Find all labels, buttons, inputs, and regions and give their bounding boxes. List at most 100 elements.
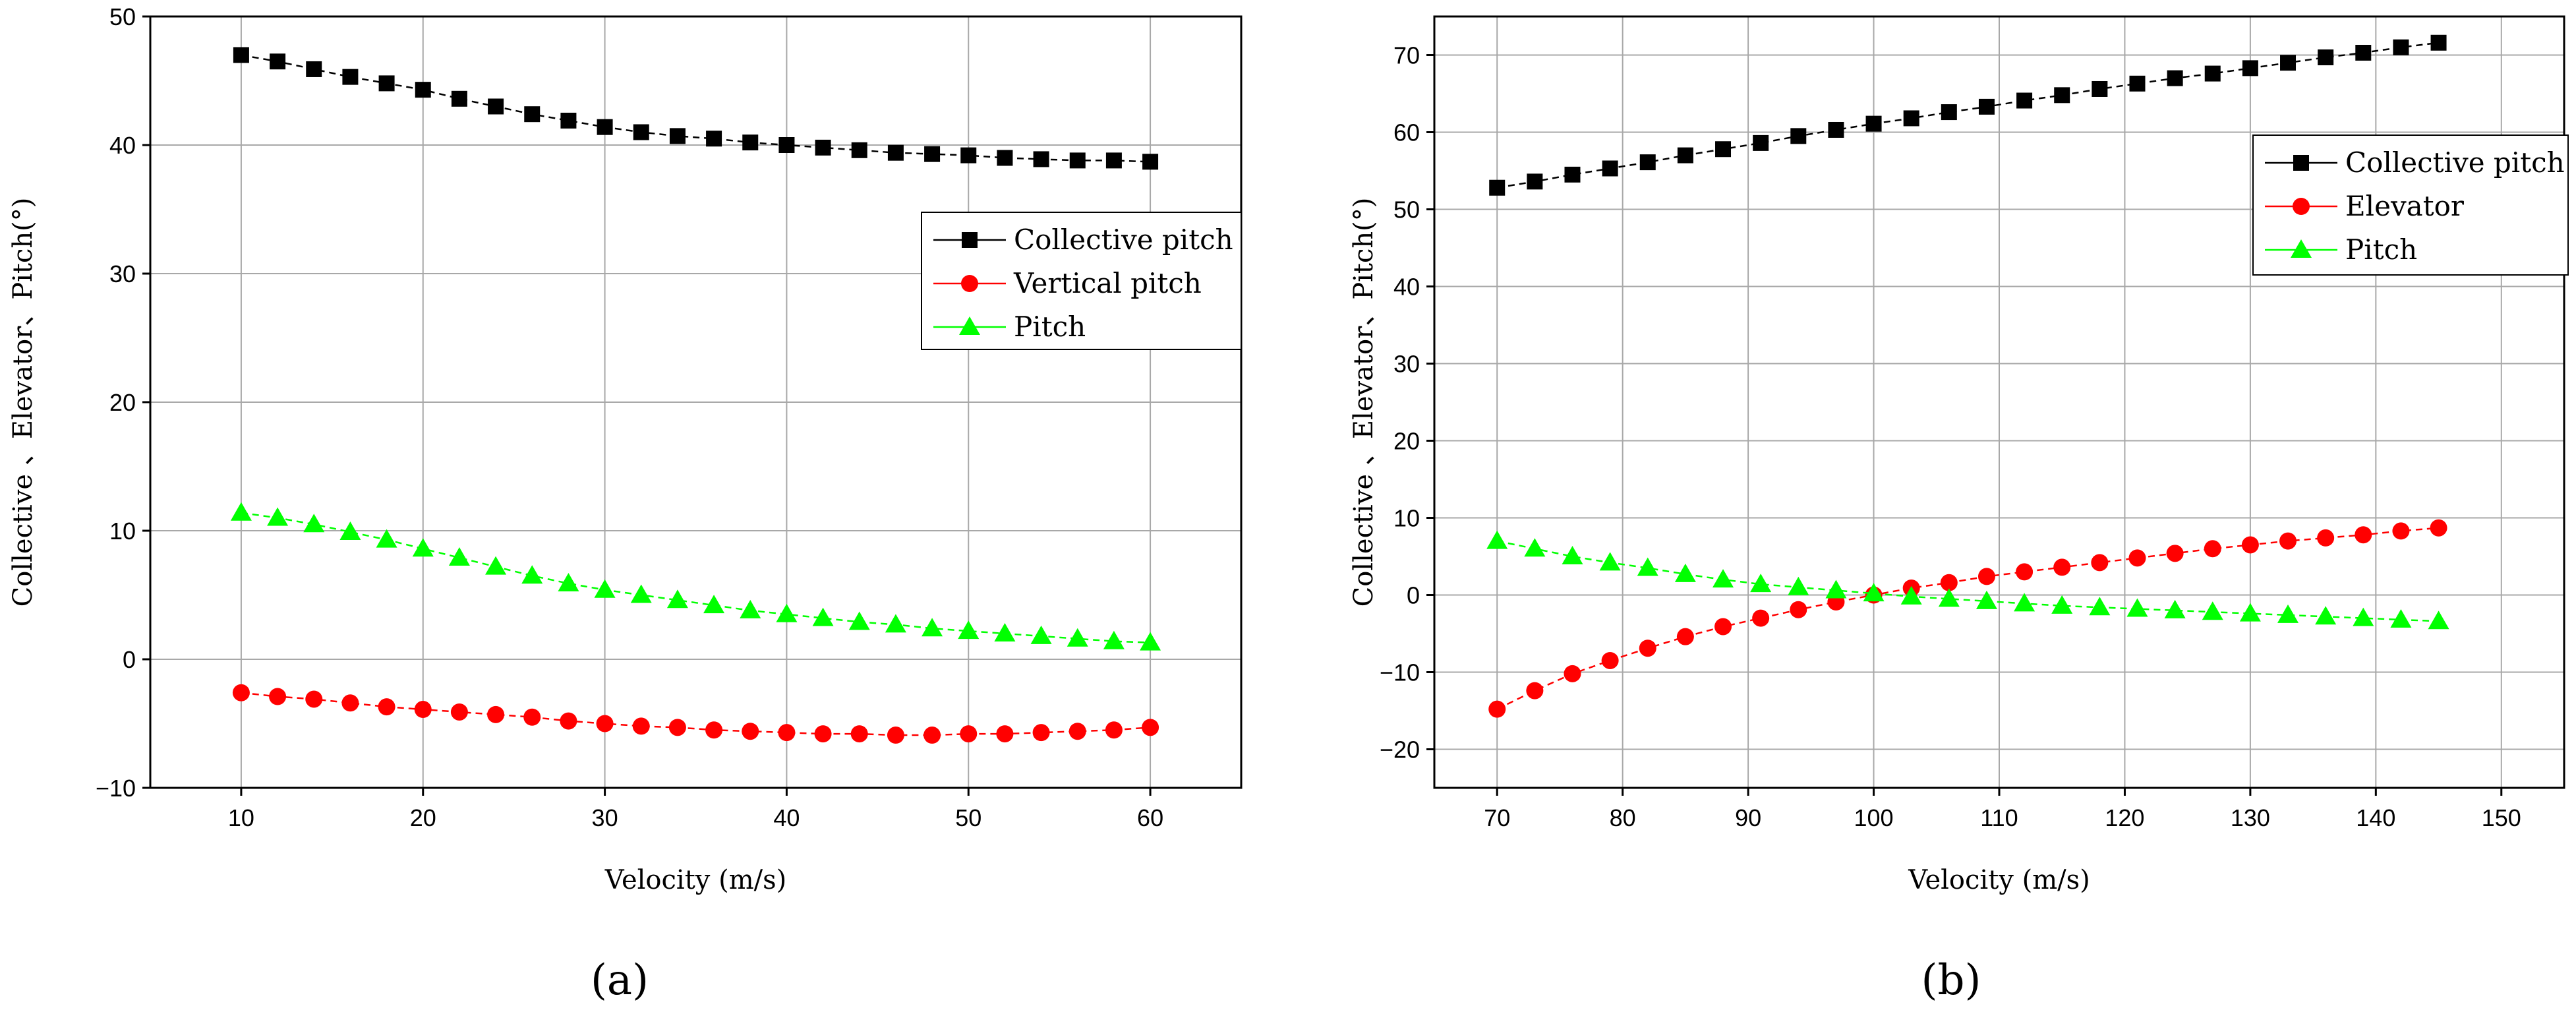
data-point: [1752, 609, 1770, 627]
data-point: [596, 715, 614, 732]
data-point: [668, 719, 686, 736]
data-point: [2241, 536, 2259, 554]
data-point: [594, 579, 616, 598]
legend-marker-circle: [961, 275, 978, 292]
data-point: [2430, 519, 2447, 537]
data-point: [1032, 724, 1050, 742]
data-point: [1941, 104, 1957, 121]
grid-b: [1434, 16, 2564, 788]
x-axis-label-a: Velocity (m/s): [604, 865, 787, 895]
data-point: [2355, 526, 2372, 544]
data-point: [887, 144, 904, 161]
data-point: [1639, 154, 1656, 171]
series-line: [241, 692, 1151, 736]
data-point: [2128, 549, 2146, 567]
legend-a: Collective pitch Vertical pitch Pitch: [921, 212, 1242, 350]
data-point: [1486, 530, 1508, 549]
data-point: [851, 142, 867, 158]
series-a-2: [230, 502, 1161, 651]
data-point: [1790, 601, 1807, 618]
data-point: [2167, 70, 2183, 86]
data-point: [560, 112, 577, 129]
legend-marker-square: [962, 232, 978, 248]
series-b-1: [1488, 519, 2447, 718]
legend-b: Collective pitch Elevator Pitch: [2252, 134, 2569, 276]
data-point: [558, 572, 579, 591]
data-point: [2279, 532, 2297, 550]
legend-entry: Pitch: [2345, 233, 2417, 266]
x-tick-label: 110: [1980, 804, 2018, 831]
data-point: [812, 607, 834, 626]
grid-a: [150, 16, 1241, 789]
data-point: [2355, 44, 2372, 61]
data-point: [485, 556, 507, 575]
y-tick-label: 20: [1393, 428, 1420, 455]
data-point: [924, 146, 941, 162]
data-point: [2091, 554, 2109, 572]
data-point: [1825, 580, 1847, 599]
data-point: [2392, 522, 2410, 540]
data-point: [1750, 574, 1772, 593]
data-point: [1938, 588, 1960, 607]
y-tick-label: 30: [1393, 351, 1420, 378]
data-point: [487, 705, 505, 723]
data-point: [1753, 134, 1769, 151]
data-point: [1068, 723, 1086, 740]
data-point: [632, 717, 650, 735]
data-point: [815, 139, 831, 156]
legend-marker-square: [2293, 155, 2309, 171]
data-point: [1564, 665, 1581, 682]
data-point: [2166, 545, 2184, 562]
data-point: [341, 694, 359, 712]
data-point: [705, 721, 723, 739]
data-point: [2051, 595, 2073, 614]
legend-entry: Vertical pitch: [1013, 267, 1202, 299]
data-point: [2277, 604, 2299, 623]
data-point: [814, 725, 832, 743]
data-point: [922, 618, 943, 637]
data-point: [1900, 585, 1922, 605]
legend-marker-circle: [2293, 198, 2310, 215]
data-point: [230, 502, 252, 521]
data-point: [1639, 640, 1656, 657]
data-point: [1489, 179, 1506, 196]
data-point: [2126, 598, 2148, 617]
legend-marker-triangle: [2291, 239, 2312, 258]
data-point: [2053, 558, 2071, 576]
data-point: [2353, 607, 2374, 626]
data-point: [2315, 606, 2337, 625]
data-point: [1105, 721, 1123, 739]
data-point: [451, 90, 467, 107]
y-tick-label: 60: [1393, 119, 1420, 146]
y-tick-label: 30: [109, 260, 136, 287]
data-point: [1865, 115, 1882, 132]
data-point: [1677, 147, 1693, 164]
y-tick-label: 40: [1393, 274, 1420, 301]
data-point: [1601, 651, 1619, 669]
data-point: [850, 725, 868, 743]
data-point: [1676, 628, 1694, 645]
data-point: [1602, 160, 1618, 177]
x-tick-label: 40: [773, 804, 800, 831]
data-point: [669, 128, 686, 144]
x-tick-label: 30: [592, 804, 618, 831]
data-point: [1788, 576, 1809, 595]
data-point: [2390, 609, 2412, 628]
panel-label-a: (a): [591, 956, 649, 1005]
data-point: [1033, 151, 1049, 167]
data-point: [1069, 152, 1086, 169]
legend-marker-triangle: [959, 316, 980, 335]
data-point: [2280, 55, 2297, 71]
data-point: [2016, 563, 2034, 581]
series-line: [1496, 527, 2439, 710]
data-point: [412, 538, 434, 557]
y-tick-label: 70: [1393, 42, 1420, 69]
data-point: [1105, 152, 1122, 169]
data-point: [2430, 34, 2447, 51]
panel-label-b: (b): [1921, 956, 1981, 1005]
y-tick-label: 10: [1393, 505, 1420, 532]
data-point: [2202, 601, 2223, 620]
data-point: [376, 529, 397, 548]
data-point: [1715, 141, 1732, 158]
data-point: [887, 727, 904, 744]
